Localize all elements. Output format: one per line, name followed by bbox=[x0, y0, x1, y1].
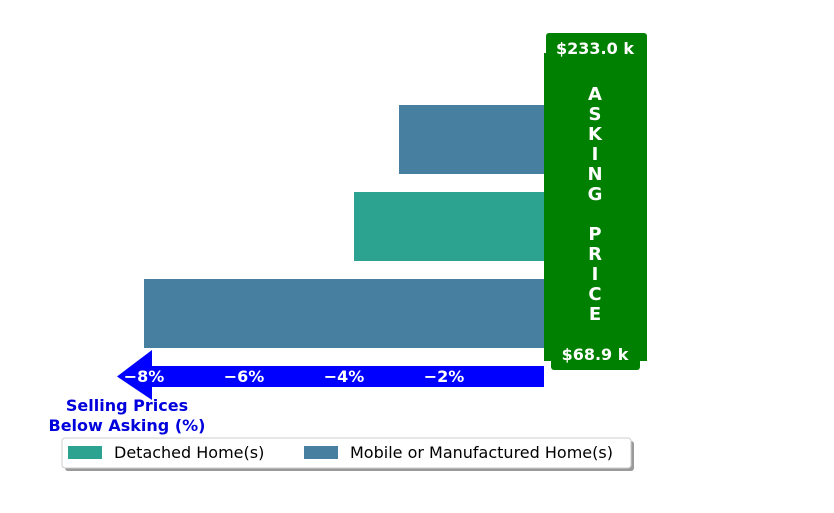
asking-price-letter: E bbox=[589, 304, 601, 325]
legend-swatch bbox=[68, 446, 102, 459]
asking-price-letter: K bbox=[588, 124, 603, 145]
legend-label: Mobile or Manufactured Home(s) bbox=[350, 443, 613, 462]
asking-price-box bbox=[544, 53, 647, 361]
asking-price-letter: S bbox=[589, 104, 602, 125]
asking-price-letter: N bbox=[587, 164, 602, 185]
price-top-label: $233.0 k bbox=[556, 39, 634, 58]
legend-label: Detached Home(s) bbox=[114, 443, 264, 462]
legend-box bbox=[61, 437, 632, 469]
asking-price-letter: I bbox=[592, 264, 599, 285]
x-tick-label: −6% bbox=[224, 367, 265, 386]
asking-price-letter: P bbox=[588, 224, 601, 245]
x-axis-arrow bbox=[117, 350, 544, 400]
x-tick-label: −8% bbox=[124, 367, 165, 386]
x-axis-label-line: Selling Prices bbox=[66, 396, 188, 415]
bar-2 bbox=[354, 192, 544, 261]
price-top-box bbox=[546, 33, 647, 62]
asking-price-letter: G bbox=[588, 184, 603, 205]
bar-3 bbox=[144, 279, 544, 348]
price-bottom-box bbox=[551, 339, 640, 370]
asking-price-letter: C bbox=[588, 284, 601, 305]
asking-price-letter: I bbox=[592, 144, 599, 165]
bar-1 bbox=[399, 105, 544, 174]
x-tick-label: −4% bbox=[324, 367, 365, 386]
x-tick-label: −2% bbox=[424, 367, 465, 386]
price-bottom-label: $68.9 k bbox=[562, 345, 629, 364]
asking-price-letter: A bbox=[588, 84, 602, 105]
x-axis-label-line: Below Asking (%) bbox=[49, 416, 206, 435]
asking-price-letter: R bbox=[588, 244, 602, 265]
legend-swatch bbox=[304, 446, 338, 459]
